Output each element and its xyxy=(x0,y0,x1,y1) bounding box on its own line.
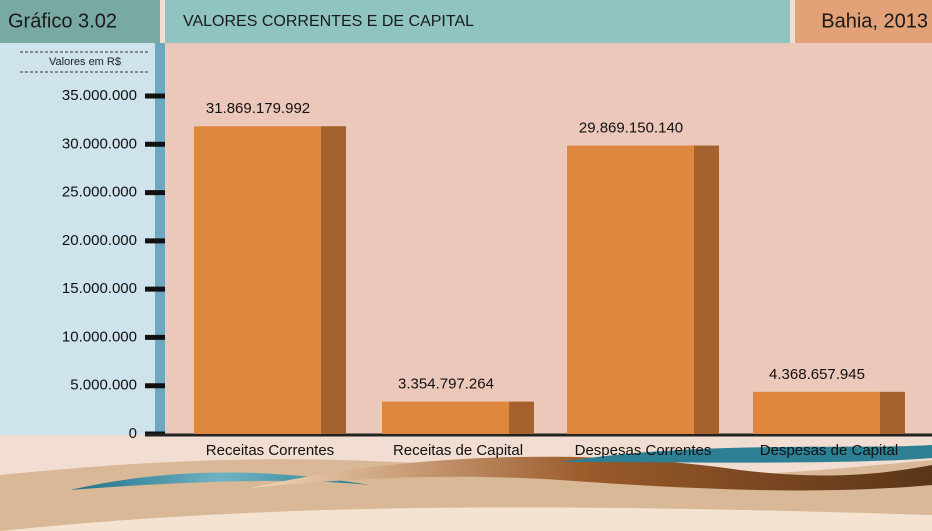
y-tick-label: 30.000.000 xyxy=(62,135,137,152)
chart-subtitle: Bahia, 2013 xyxy=(821,10,928,32)
bar xyxy=(567,145,719,434)
y-tick-label: 25.000.000 xyxy=(62,184,137,201)
title-box xyxy=(165,0,790,43)
x-tick-label: Despesas Correntes xyxy=(575,442,712,459)
decoration xyxy=(0,445,932,531)
bar xyxy=(194,126,346,435)
y-tick-label: 5.000.000 xyxy=(70,377,137,394)
x-tick-label: Despesas de Capital xyxy=(760,442,898,459)
bar xyxy=(382,401,534,434)
chart-title: VALORES CORRENTES E DE CAPITAL xyxy=(183,13,474,30)
axis-panel xyxy=(0,43,155,435)
chart-label: Gráfico 3.02 xyxy=(8,10,117,32)
value-label: 29.869.150.140 xyxy=(579,120,683,137)
y-tick-label: 35.000.000 xyxy=(62,87,137,104)
value-label: 31.869.179.992 xyxy=(206,100,310,117)
subtitle-box xyxy=(795,0,932,43)
y-tick-label: 20.000.000 xyxy=(62,232,137,249)
y-tick-label: 15.000.000 xyxy=(62,280,137,297)
value-label: 3.354.797.264 xyxy=(398,376,494,393)
x-tick-label: Receitas de Capital xyxy=(393,442,523,459)
x-tick-label: Receitas Correntes xyxy=(206,442,334,459)
value-label: 4.368.657.945 xyxy=(769,366,865,383)
y-axis-label: Valores em R$ xyxy=(49,56,121,68)
y-tick-label: 0 xyxy=(129,425,137,442)
label-box xyxy=(0,0,160,43)
bar xyxy=(753,391,905,434)
y-tick-label: 10.000.000 xyxy=(62,328,137,345)
